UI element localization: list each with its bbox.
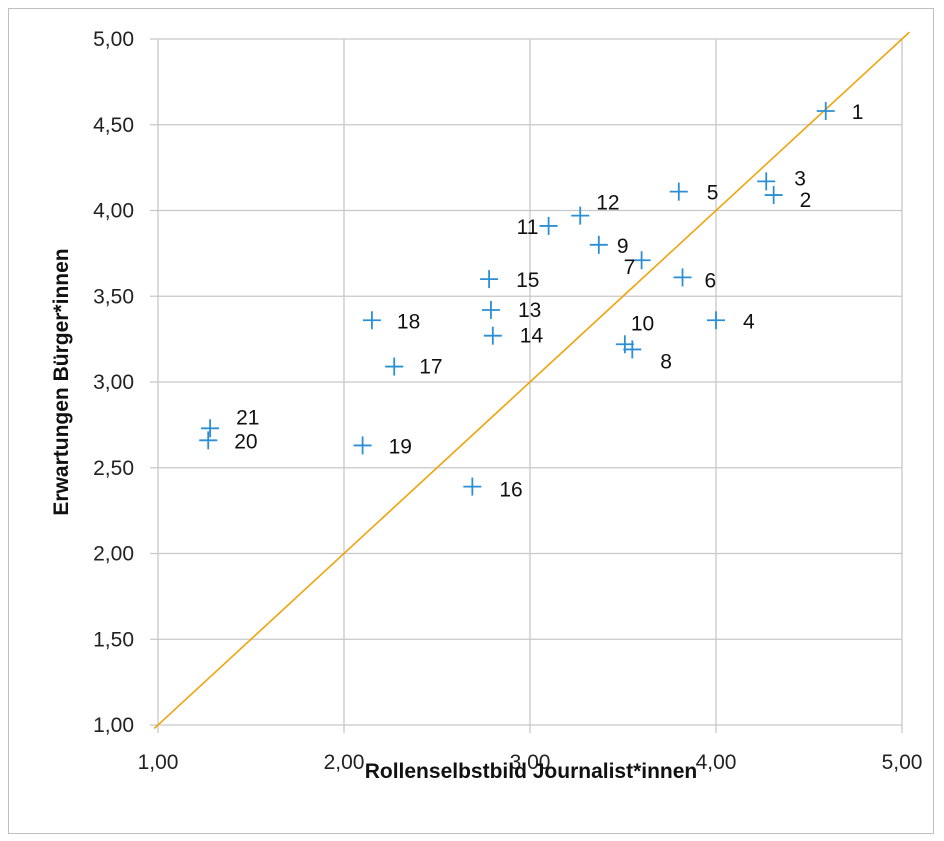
y-tick-label: 2,50 [93, 457, 134, 480]
grid [150, 38, 903, 733]
data-point: 1 [816, 101, 864, 124]
point-label: 11 [517, 216, 539, 239]
point-label: 15 [516, 269, 539, 292]
data-point: 20 [199, 430, 258, 453]
x-tick-label: 4,00 [696, 751, 737, 774]
point-label: 17 [419, 356, 442, 379]
y-tick-label: 1,00 [93, 714, 134, 737]
point-label: 5 [707, 182, 719, 205]
data-point: 6 [673, 268, 717, 292]
x-tick-label: 5,00 [882, 751, 923, 774]
y-tick-label: 4,00 [93, 200, 134, 223]
point-label: 14 [520, 325, 544, 348]
point-label: 13 [518, 299, 541, 322]
x-tick-label: 2,00 [324, 751, 365, 774]
y-axis-title: Erwartungen Bürger*innen [50, 248, 73, 515]
data-point: 15 [480, 269, 539, 292]
x-axis-title: Rollenselbstbild Journalist*innen [365, 760, 698, 783]
data-point: 19 [353, 435, 412, 458]
y-tick-label: 4,50 [93, 114, 134, 137]
data-point: 9 [589, 235, 629, 258]
data-point: 13 [481, 299, 541, 322]
point-label: 16 [499, 479, 522, 502]
data-point: 7 [624, 251, 651, 279]
point-label: 18 [397, 310, 420, 333]
point-label: 6 [705, 269, 717, 292]
y-tick-label: 2,00 [93, 543, 134, 566]
data-point: 2 [764, 186, 812, 212]
x-tick-label: 1,00 [138, 751, 179, 774]
reference-line [153, 31, 910, 730]
point-label: 3 [794, 167, 806, 190]
data-point: 17 [385, 356, 443, 379]
data-point: 14 [483, 325, 544, 348]
data-point: 16 [463, 477, 523, 502]
point-label: 9 [617, 235, 629, 258]
point-label: 21 [236, 406, 259, 429]
data-point: 12 [571, 192, 620, 225]
y-tick-label: 5,00 [93, 28, 134, 51]
reference-line-layer [153, 31, 910, 730]
point-label: 19 [389, 435, 412, 458]
data-point: 3 [757, 167, 806, 191]
point-label: 20 [234, 430, 257, 453]
data-point: 4 [707, 310, 755, 333]
y-tick-label: 3,50 [93, 285, 134, 308]
x-tick-label: 3,00 [510, 751, 551, 774]
data-point: 5 [669, 182, 719, 205]
data-point: 21 [201, 406, 259, 438]
point-label: 12 [596, 192, 619, 215]
point-label: 2 [800, 189, 812, 212]
x-axis-ticks: 1,00 2,00 3,00 4,00 5,00 [138, 751, 923, 774]
data-point: 11 [517, 216, 558, 239]
data-point: 18 [362, 310, 420, 333]
chart-frame [8, 8, 934, 834]
point-label: 4 [743, 310, 755, 333]
data-point: 8 [623, 340, 672, 373]
point-label: 10 [631, 312, 654, 335]
y-axis-ticks: 1,00 1,50 2,00 2,50 3,00 3,50 4,00 4,50 5,00 [93, 28, 134, 737]
point-label: 8 [660, 350, 672, 373]
y-tick-label: 3,00 [93, 371, 134, 394]
data-point: 10 [615, 312, 654, 354]
point-label: 1 [852, 101, 864, 124]
y-tick-label: 1,50 [93, 628, 134, 651]
point-label: 7 [624, 256, 636, 279]
